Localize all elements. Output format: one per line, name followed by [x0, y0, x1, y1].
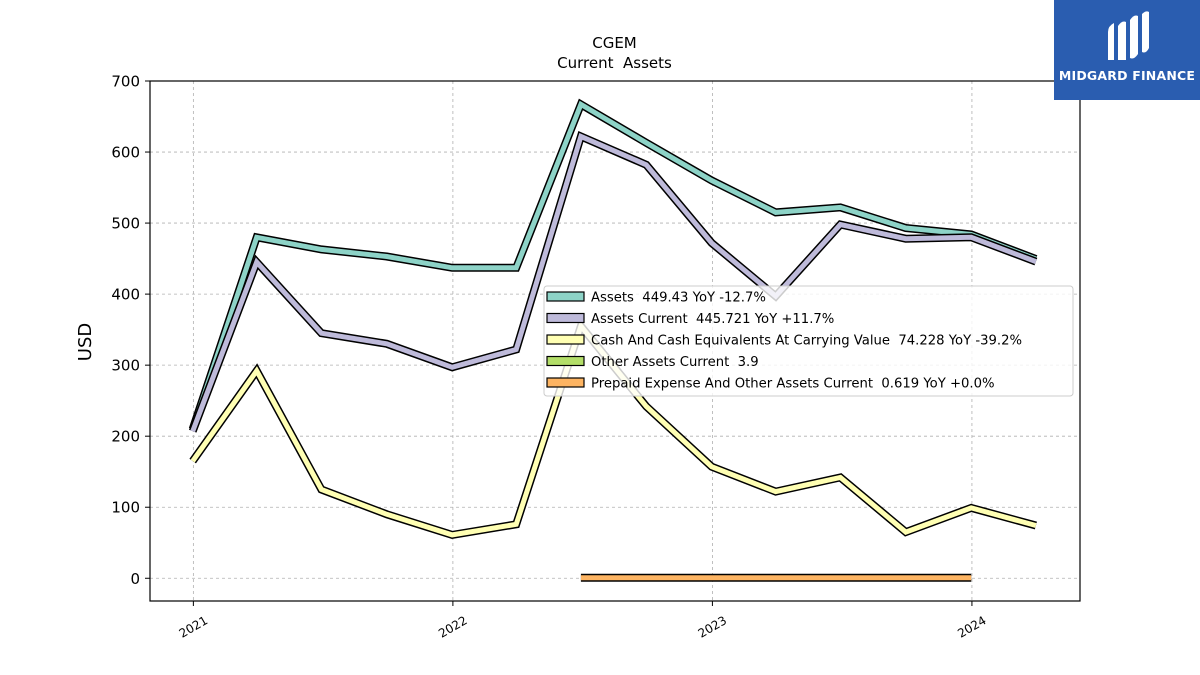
logo-text: MIDGARD FINANCE	[1058, 68, 1196, 83]
legend-entry: Prepaid Expense And Other Assets Current…	[591, 377, 995, 392]
legend-entry: Cash And Cash Equivalents At Carrying Va…	[591, 334, 1022, 349]
legend-entry: Assets 449.43 YoY -12.7%	[591, 291, 766, 306]
legend: Assets 449.43 YoY -12.7% Assets Current 4…	[543, 285, 1074, 397]
legend-swatch	[546, 291, 585, 302]
y-axis-label: USD	[75, 323, 96, 361]
legend-entry: Assets Current 445.721 YoY +11.7%	[591, 312, 834, 327]
legend-swatch	[546, 334, 585, 345]
y-axis: 0 100 200 300 400 500 600 700	[111, 73, 150, 588]
x-tick-label: 2024	[955, 613, 988, 640]
series-assets-current-line	[190, 132, 1037, 433]
y-tick-label: 500	[111, 215, 140, 233]
x-tick-label: 2021	[177, 613, 210, 640]
y-tick-label: 300	[111, 357, 140, 375]
y-tick-label: 100	[111, 499, 140, 517]
x-axis: 2021 2022 2023 2024	[177, 601, 989, 641]
chart-title: CGEM	[592, 34, 637, 52]
logo-mark-icon	[1108, 11, 1149, 60]
y-tick-label: 400	[111, 286, 140, 304]
y-tick-label: 0	[130, 570, 140, 588]
y-tick-label: 600	[111, 144, 140, 162]
x-tick-label: 2022	[436, 613, 469, 640]
legend-swatch	[546, 355, 585, 367]
legend-box	[543, 285, 1074, 397]
chart-subtitle: Current Assets	[557, 54, 672, 72]
plot-frame	[149, 80, 1081, 602]
legend-swatch	[546, 312, 585, 324]
legend-entry: Other Assets Current 3.9	[591, 355, 759, 370]
x-tick-label: 2023	[696, 613, 729, 640]
series-assets-line	[190, 100, 1037, 430]
midgard-finance-logo: MIDGARD FINANCE	[1054, 0, 1200, 100]
legend-swatch	[546, 377, 585, 388]
y-tick-label: 200	[111, 428, 140, 446]
y-tick-label: 700	[111, 73, 140, 91]
